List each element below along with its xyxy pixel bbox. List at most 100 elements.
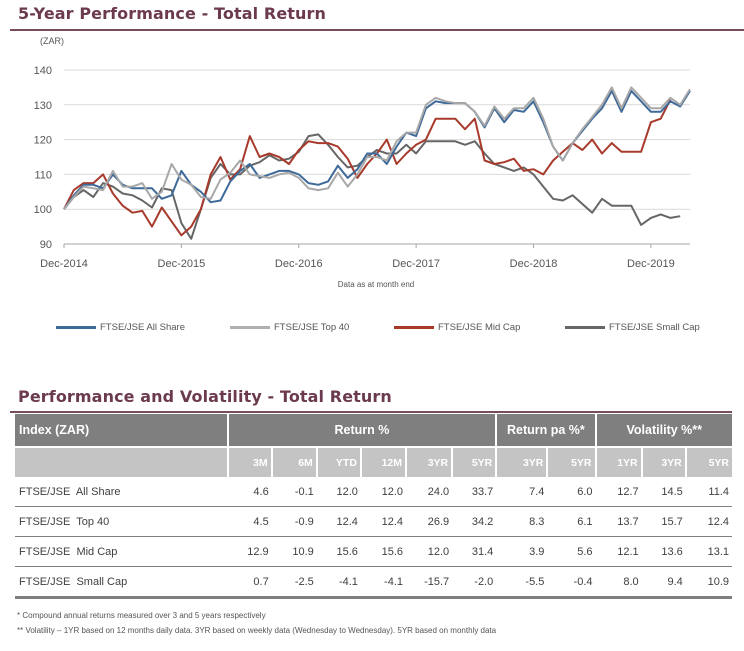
header-index: Index (ZAR) (15, 414, 229, 447)
series-line-top-40 (63, 86, 691, 210)
value-cell: 13.1 (685, 536, 732, 567)
legend-label: FTSE/JSE Mid Cap (438, 322, 521, 333)
value-cell: 12.4 (360, 506, 407, 537)
subheader-cell: 5YR (685, 446, 732, 477)
y-tick-label: 120 (34, 135, 52, 147)
series-line-all-share (63, 89, 691, 210)
table-row: FTSE/JSE Small Cap 0.7 -2.5 -4.1 -4.1 -15.7 -2… (15, 566, 732, 599)
value-cell: 13.7 (595, 506, 642, 537)
value-cell: 6.1 (547, 506, 596, 537)
value-cell: 9.4 (641, 566, 686, 599)
x-tick-label: Dec-2014 (40, 258, 88, 270)
legend-swatch-mid-cap (394, 326, 434, 329)
value-cell: 6.0 (547, 477, 596, 507)
x-axis: Dec-2014 Dec-2015 Dec-2016 Dec-2017 Dec-2018… (40, 243, 690, 270)
value-cell: 15.7 (641, 506, 686, 537)
subheader-cell: 6M (271, 446, 318, 477)
value-cell: 11.4 (685, 477, 732, 507)
x-tick-label: Dec-2015 (158, 258, 206, 270)
y-tick-label: 130 (34, 100, 52, 112)
value-cell: 26.9 (406, 506, 453, 537)
value-cell: 4.5 (227, 506, 272, 537)
x-axis-label: Data as at month end (338, 280, 415, 289)
value-cell: 31.4 (452, 536, 497, 567)
value-cell: 8.3 (496, 506, 548, 537)
value-cell: 0.7 (227, 566, 272, 599)
performance-line-chart: (ZAR) 90 100 110 120 130 140 Dec-2014 Dec-2015… (34, 36, 691, 289)
table-subheader-row: 3M 6M YTD 12M 3YR 5YR 3YR 5YR 1YR 3YR 5YR (15, 446, 732, 477)
value-cell: 24.0 (406, 477, 453, 507)
value-cell: -2.0 (452, 566, 497, 599)
subheader-cell: 3YR (496, 446, 549, 477)
table-header-row: Index (ZAR) Return % Return pa %* Volati… (15, 414, 732, 447)
legend-item-small-cap: FTSE/JSE Small Cap (565, 322, 700, 333)
y-axis-ticks: 90 100 110 120 130 140 (34, 65, 52, 251)
value-cell: 4.6 (227, 477, 272, 507)
performance-table: Index (ZAR) Return % Return pa %* Volati… (15, 414, 732, 599)
value-cell: 5.6 (547, 536, 596, 567)
legend-item-top-40: FTSE/JSE Top 40 (230, 322, 349, 333)
gridlines (64, 69, 690, 210)
value-cell: 13.6 (641, 536, 686, 567)
series-line-mid-cap (63, 99, 672, 237)
value-cell: -15.7 (406, 566, 453, 599)
value-cell: -0.4 (547, 566, 596, 599)
legend-label: FTSE/JSE Top 40 (274, 322, 350, 333)
table-row: FTSE/JSE Top 40 4.5 -0.9 12.4 12.4 26.9 34.2 8.… (15, 506, 732, 537)
legend-label: FTSE/JSE Small Cap (609, 322, 700, 333)
subheader-cell: YTD (316, 446, 362, 477)
x-tick-label: Dec-2017 (392, 258, 440, 270)
value-cell: 34.2 (452, 506, 497, 537)
legend-item-all-share: FTSE/JSE All Share (56, 322, 185, 333)
value-cell: -2.5 (271, 566, 317, 599)
value-cell: 15.6 (360, 536, 407, 567)
value-cell: 10.9 (271, 536, 317, 567)
subheader-cell: 12M (360, 446, 408, 477)
legend-swatch-top-40 (230, 326, 270, 329)
y-tick-label: 90 (40, 239, 52, 251)
x-tick-label: Dec-2016 (275, 258, 323, 270)
value-cell: -0.1 (271, 477, 317, 507)
legend-swatch-small-cap (565, 326, 605, 329)
chart-title: 5-Year Performance - Total Return (18, 4, 327, 23)
subheader-cell: 1YR (595, 446, 643, 477)
series-lines (63, 86, 691, 240)
value-cell: -4.1 (316, 566, 361, 599)
value-cell: 12.4 (685, 506, 732, 537)
header-volatility: Volatility %** (595, 414, 732, 447)
subheader-blank (15, 446, 229, 477)
value-cell: 10.9 (685, 566, 732, 599)
table-body: FTSE/JSE All Share 4.6 -0.1 12.0 12.0 24.0 33.… (15, 477, 732, 599)
subheader-cell: 3M (227, 446, 273, 477)
x-tick-label: Dec-2018 (510, 258, 558, 270)
subheader-cell: 5YR (452, 446, 498, 477)
subheader-cell: 5YR (547, 446, 597, 477)
value-cell: 12.9 (227, 536, 272, 567)
header-return: Return % (227, 414, 498, 447)
index-name-cell: FTSE/JSE All Share (15, 477, 228, 507)
chart-legend: FTSE/JSE All Share FTSE/JSE Top 40 FTSE/… (0, 322, 744, 340)
footnote-compound: * Compound annual returns measured over … (17, 611, 266, 620)
y-tick-label: 100 (34, 204, 52, 216)
series-line-small-cap (63, 133, 681, 240)
legend-item-mid-cap: FTSE/JSE Mid Cap (394, 322, 520, 333)
value-cell: 3.9 (496, 536, 548, 567)
table-row: FTSE/JSE Mid Cap 12.9 10.9 15.6 15.6 12.0 31.4… (15, 536, 732, 567)
value-cell: -5.5 (496, 566, 548, 599)
value-cell: 12.0 (316, 477, 361, 507)
subheader-cell: 3YR (406, 446, 454, 477)
subheader-cell: 3YR (641, 446, 687, 477)
footnote-volatility: ** Volatility – 1YR based on 12 months d… (17, 626, 497, 635)
value-cell: -4.1 (360, 566, 407, 599)
title-divider (10, 29, 744, 31)
value-cell: 12.0 (360, 477, 407, 507)
header-return-pa: Return pa %* (496, 414, 597, 447)
value-cell: 12.7 (595, 477, 642, 507)
y-tick-label: 140 (34, 65, 52, 77)
value-cell: 14.5 (641, 477, 686, 507)
table-title: Performance and Volatility - Total Retur… (18, 387, 392, 406)
legend-label: FTSE/JSE All Share (100, 322, 186, 333)
value-cell: -0.9 (271, 506, 317, 537)
value-cell: 12.0 (406, 536, 453, 567)
legend-swatch-all-share (56, 326, 96, 329)
